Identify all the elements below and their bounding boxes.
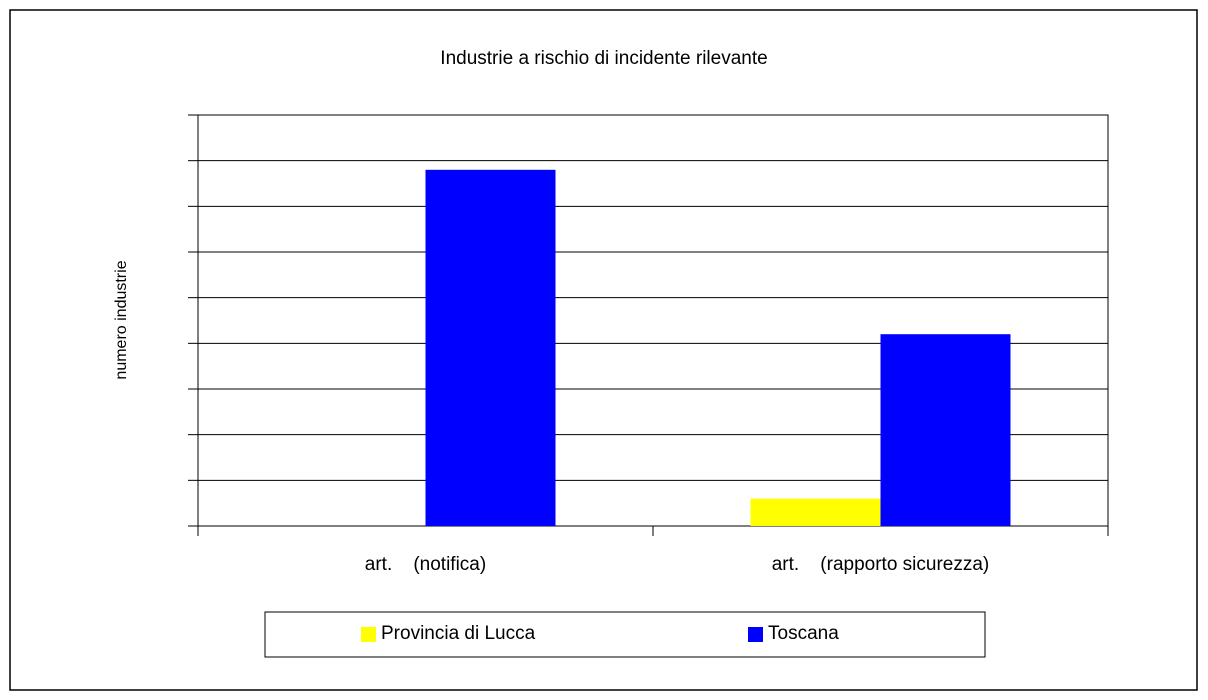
legend-swatch (361, 627, 376, 642)
bar (880, 334, 1011, 526)
x-tick-label: art. (rapporto sicurezza) (772, 554, 990, 575)
legend-label: Provincia di Lucca (381, 623, 536, 644)
chart-title: Industrie a rischio di incidente rilevan… (440, 48, 767, 69)
legend-box (264, 611, 986, 658)
x-tick-label: art. (notifica) (365, 554, 486, 575)
y-axis-label: numero industrie (113, 260, 130, 379)
legend-swatch (748, 627, 763, 642)
legend-label: Toscana (768, 623, 839, 644)
bar (750, 498, 881, 526)
bar (425, 169, 556, 527)
